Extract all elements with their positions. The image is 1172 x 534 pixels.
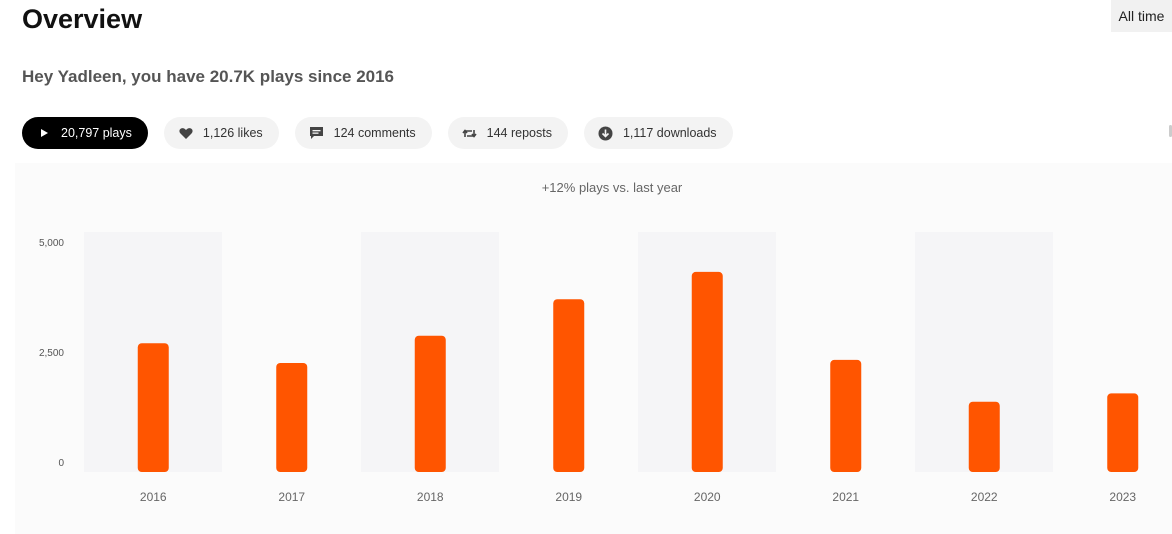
reposts-tab-label: 144 reposts [486,126,552,140]
comments-tab-label: 124 comments [333,126,416,140]
downloads-tab[interactable]: 1,117 downloads [583,117,733,149]
y-tick-label: 2,500 [39,348,64,359]
likes-tab[interactable]: 1,126 likes [163,117,279,149]
comment-icon [309,125,325,141]
bar-2016 [137,343,169,472]
bar-2020 [691,271,723,472]
bar-2019 [553,299,585,472]
x-tick-label: 2021 [832,490,859,504]
time-range-button[interactable]: All time [1111,0,1172,32]
download-icon [598,125,614,141]
bar-2023 [1107,393,1139,472]
page-title: Overview [22,4,143,34]
bar-2021 [830,359,862,472]
scroll-indicator [1169,125,1172,137]
y-tick-label: 0 [58,458,64,469]
x-tick-label: 2020 [694,490,721,504]
plays-tab-label: 20,797 plays [61,126,132,140]
x-tick-label: 2017 [278,490,305,504]
x-tick-label: 2023 [1109,490,1136,504]
comments-tab[interactable]: 124 comments [294,117,432,149]
reposts-tab[interactable]: 144 reposts [447,117,568,149]
x-tick-label: 2022 [971,490,998,504]
bar-2017 [276,363,308,472]
heart-icon [178,125,194,141]
downloads-tab-label: 1,117 downloads [622,126,717,140]
repost-icon [462,125,478,141]
bar-2018 [414,335,446,472]
x-tick-label: 2018 [417,490,444,504]
plays-summary: Hey Yadleen, you have 20.7K plays since … [22,67,395,86]
plays-tab[interactable]: 20,797 plays [22,117,148,149]
play-icon [36,125,52,141]
chart-comparison-note: +12% plays vs. last year [541,180,683,195]
likes-tab-label: 1,126 likes [202,126,263,140]
x-tick-label: 2019 [555,490,582,504]
stats-tabs: 20,797 plays 1,126 likes 124 comments 14… [22,117,733,149]
x-tick-label: 2016 [140,490,167,504]
y-tick-label: 5,000 [39,238,64,249]
bar-2022 [968,401,1000,472]
